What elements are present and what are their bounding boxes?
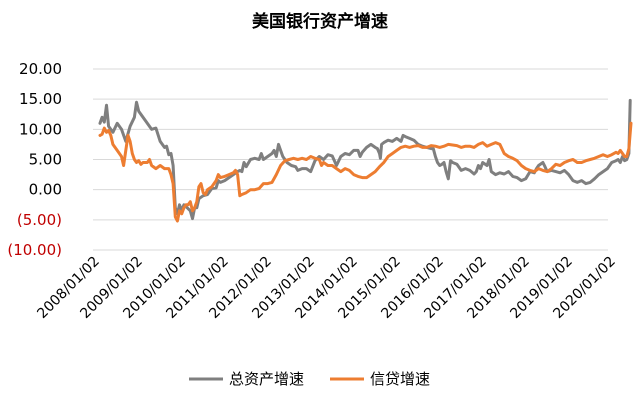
legend-label: 信贷增速 — [370, 370, 430, 388]
legend-item: 总资产增速 — [189, 370, 304, 388]
series-lines — [98, 98, 633, 223]
legend-label: 总资产增速 — [229, 370, 304, 388]
x-axis-tick-labels: 2008/01/022009/01/022010/01/022011/01/02… — [34, 254, 618, 322]
y-tick-label: 5.00 — [29, 151, 62, 169]
y-tick-label: 0.00 — [29, 181, 62, 199]
y-tick-label: 15.00 — [19, 90, 62, 108]
chart-title: 美国银行资产增速 — [252, 11, 388, 32]
y-tick-label: (10.00) — [7, 241, 62, 259]
y-tick-label: 20.00 — [19, 60, 62, 78]
series-line-credit — [98, 121, 633, 223]
legend-item: 信贷增速 — [330, 370, 430, 388]
y-tick-label: (5.00) — [17, 211, 62, 229]
legend: 总资产增速 信贷增速 — [189, 370, 430, 388]
y-tick-label: 10.00 — [19, 120, 62, 138]
y-axis-tick-labels: 20.00 15.00 10.00 5.00 0.00 (5.00) (10.00) — [7, 60, 62, 259]
gridlines — [93, 68, 608, 251]
